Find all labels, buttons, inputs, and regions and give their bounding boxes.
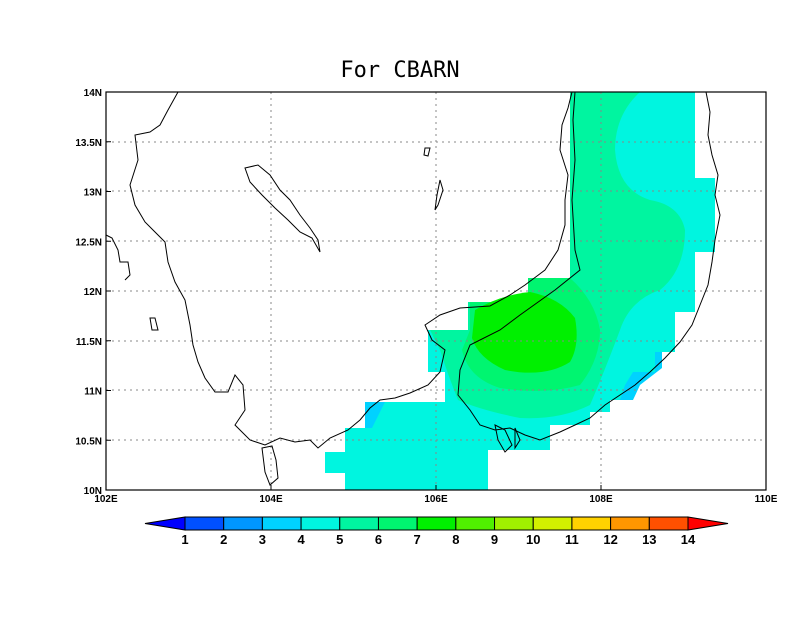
colorbar: 1 2 3 4 5 6 7 8 9 10 11 12 13 14 bbox=[144, 516, 729, 547]
lat-tick-label: 10.5N bbox=[75, 436, 102, 447]
lon-tick-label: 110E bbox=[755, 494, 778, 505]
lat-tick-label: 10N bbox=[84, 486, 102, 497]
island-small-1 bbox=[149, 317, 159, 331]
colorbar-label: 8 bbox=[452, 532, 459, 547]
lat-tick-label: 12.5N bbox=[75, 237, 102, 248]
lat-tick-label: 12N bbox=[84, 287, 102, 298]
colorbar-label: 11 bbox=[565, 532, 579, 547]
lon-tick-label: 106E bbox=[424, 494, 448, 505]
colorbar-label: 13 bbox=[642, 532, 656, 547]
lon-tick-label: 104E bbox=[259, 494, 283, 505]
colorbar-box bbox=[648, 516, 689, 531]
colorbar-box bbox=[377, 516, 418, 531]
coastline bbox=[105, 91, 721, 486]
colorbar-box bbox=[339, 516, 379, 531]
lat-tick-label: 11.5N bbox=[76, 337, 102, 348]
axis-ticks: 102E 104E 106E 108E 110E 10N 10.5N 11N 11.5N 12N 1… bbox=[75, 88, 777, 505]
colorbar-label: 6 bbox=[375, 532, 382, 547]
lon-tick-label: 102E bbox=[94, 494, 118, 505]
field-level-7 bbox=[472, 292, 577, 373]
lat-tick-label: 13.5N bbox=[75, 138, 102, 149]
colorbar-label: 10 bbox=[526, 532, 540, 547]
colorbar-box bbox=[300, 516, 341, 531]
colorbar-box bbox=[455, 516, 496, 531]
colorbar-label: 3 bbox=[259, 532, 266, 547]
colorbar-label: 14 bbox=[681, 532, 696, 547]
colorbar-label: 1 bbox=[181, 532, 188, 547]
colorbar-label: 5 bbox=[336, 532, 343, 547]
colorbar-box bbox=[261, 516, 302, 531]
lat-tick-label: 13N bbox=[84, 188, 102, 199]
lat-tick-label: 11N bbox=[84, 387, 102, 398]
colorbar-label: 9 bbox=[491, 532, 498, 547]
colorbar-arrow-high bbox=[687, 516, 729, 531]
colorbar-box bbox=[610, 516, 650, 531]
island-small-2 bbox=[423, 147, 431, 157]
colorbar-label: 2 bbox=[220, 532, 227, 547]
map-title: For CBARN bbox=[340, 58, 460, 83]
island-small-3 bbox=[434, 179, 444, 211]
west-coast bbox=[105, 234, 131, 281]
colorbar-label: 4 bbox=[297, 532, 305, 547]
colorbar-box bbox=[416, 516, 457, 531]
colorbar-label: 7 bbox=[414, 532, 421, 547]
lat-tick-label: 14N bbox=[84, 88, 102, 99]
lon-tick-label: 108E bbox=[589, 494, 613, 505]
colorbar-arrow-low bbox=[144, 516, 186, 531]
colorbar-box bbox=[532, 516, 573, 531]
colorbar-box bbox=[571, 516, 612, 531]
lake bbox=[244, 164, 321, 253]
colorbar-box bbox=[184, 516, 225, 531]
colorbar-label: 12 bbox=[603, 532, 617, 547]
colorbar-box bbox=[494, 516, 534, 531]
colorbar-box bbox=[223, 516, 263, 531]
coastline-east bbox=[457, 91, 721, 441]
island-phu-quoc bbox=[261, 445, 279, 486]
lat-lon-grid bbox=[106, 92, 766, 490]
delta-islands bbox=[494, 424, 521, 453]
coastline-main bbox=[129, 91, 573, 449]
